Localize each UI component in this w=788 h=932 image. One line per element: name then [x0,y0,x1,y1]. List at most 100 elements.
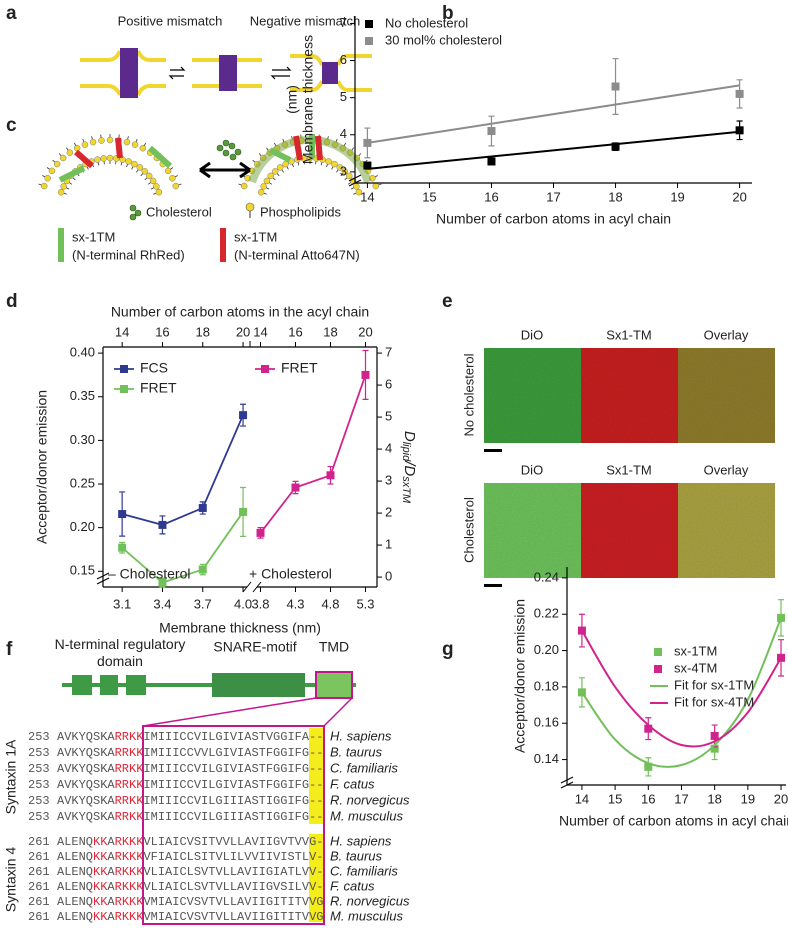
panel-letter: f [6,639,13,660]
y2-label-part: /D [401,460,418,476]
marker [361,370,370,379]
y-tick-label: 2 [385,505,392,520]
y-tick-label: 0.14 [534,751,559,766]
lipid-head [60,183,67,190]
domain-label: N-terminal regulatory domain [54,636,186,669]
marker [710,744,719,753]
legend-text: Cholesterol [146,204,212,219]
x-tick-label: 3.4 [153,596,171,611]
y-tick-label: 0.35 [70,388,95,403]
group-label: Syntaxin 1A [3,739,19,814]
residue-number: 261 [28,835,50,849]
marker [644,724,653,733]
sequence-segment: RKKK [115,865,145,879]
scale-bar [484,584,502,587]
micrograph-texture [581,348,678,443]
lipid-head [141,168,149,175]
lipid-head [53,160,61,168]
x-tick-label: 16 [641,791,655,806]
x-tick-label: 3.7 [194,596,212,611]
group-label: Syntaxin 4 [3,847,19,913]
marker [487,127,496,136]
probe-bar [147,145,173,169]
y-tick-label: 0.24 [534,569,559,584]
y-tick-label: 6 [340,52,347,67]
marker [644,762,653,771]
sequence-segment: A [107,835,115,849]
legend-text: Phospholipids [260,204,341,219]
panel-letter: c [6,115,17,136]
micrograph-texture [484,483,581,578]
legend-marker [261,365,269,373]
axis-break [96,572,110,585]
sequence: AVKYQSKARRKKIMIIICCVILGIIIASTIGGIFG-- [57,810,323,824]
sequence-segment: RKKK [115,835,145,849]
fit-line [367,130,740,170]
sequence: ALENQKKARKKKVLIAICLSVTVLLAVIIGIATLVV- [57,865,323,879]
lipid-head [136,164,144,171]
panel-letter: e [442,291,453,312]
sequence-segment: A [107,895,115,909]
sequence-segment: KK [93,895,108,909]
micrograph-texture [678,348,775,443]
marker [363,138,372,147]
lipid-head [263,177,271,185]
axis-break [242,581,262,593]
mismatch-label: Negative mismatch [250,13,361,28]
marker [256,528,265,537]
y-tick-label: 0.20 [534,642,559,657]
y-tick-label: 1 [385,537,392,552]
y-tick-label: 3 [385,473,392,488]
sequence-segment: IMIIICCVILGIVIASTVGGIFA-- [143,730,323,744]
lipid-head [44,174,51,182]
panel-letter: g [442,639,454,660]
x-tick-label: 17 [546,189,560,204]
axis-break [560,776,574,789]
sequence: AVKYQSKARRKKIMIIICCVILGIVIASTVGGIFA-- [57,730,323,744]
sequence: ALENQKKARKKKVMIAICVSVTVLLAVIIGITITVVG [57,910,323,924]
sequence: ALENQKKARKKKVMIAICVSVTVLLAVIIGITITVVG [57,895,323,909]
lipid-head [169,174,176,182]
sequence: AVKYQSKARRKKIMIIICCVILGIVIASTFGGIFG-- [57,762,323,776]
curved-membranes [38,134,382,196]
y-tick-label: 0.15 [70,563,95,578]
mismatch-label: Positive mismatch [118,13,223,28]
probe-name: sx-1TM [234,229,277,244]
lipid-head [271,168,279,175]
row-label: Cholesterol [461,497,476,563]
sequence-segment: ALENQ [57,865,93,879]
probe-swatch [220,228,226,262]
lipid-head [100,155,107,162]
lipid-head [267,172,275,180]
column-label: Sx1-TM [606,327,652,342]
series-line [121,511,244,584]
lipid-head [341,168,349,175]
sequence: AVKYQSKARRKKIMIIICCVILGIVIASTFGGIFG-- [57,778,323,792]
lipid-head [149,177,157,185]
probe-bar [58,165,86,183]
x-tick-label: 16 [484,189,498,204]
marker [198,503,207,512]
sequence-segment: ALENQ [57,835,93,849]
top-tick-label: 14 [115,324,129,339]
x-tick-label: 18 [608,189,622,204]
legend-text: sx-1TM [674,643,717,658]
x-axis-label: Number of carbon atoms in acyl chain [436,211,671,227]
sequence-segment: IMIIICCVILGIIIASTIGGIFG-- [143,794,323,808]
sequence-segment: RRKK [115,762,145,776]
species: C. familiaris [330,863,398,878]
sequence-segment: AVKYQSKA [57,794,115,808]
sequence-segment: IMIIICCVILGIVIASTFGGIFG-- [143,762,323,776]
lipid-head [331,160,338,168]
x-tick-label: 18 [707,791,721,806]
species: F. catus [330,776,375,791]
lipid-head [106,136,114,144]
marker [611,82,620,91]
sequence-segment: VMIAICVSVTVLLAVIIGITITVVG [143,910,323,924]
probe-detail: (N-terminal Atto647N) [234,247,360,262]
legend-marker [120,365,128,373]
residue-number: 261 [28,880,50,894]
x-tick-label: 3.1 [113,596,131,611]
x-tick-label: 14 [575,791,589,806]
annotation: – Cholesterol [108,566,191,582]
